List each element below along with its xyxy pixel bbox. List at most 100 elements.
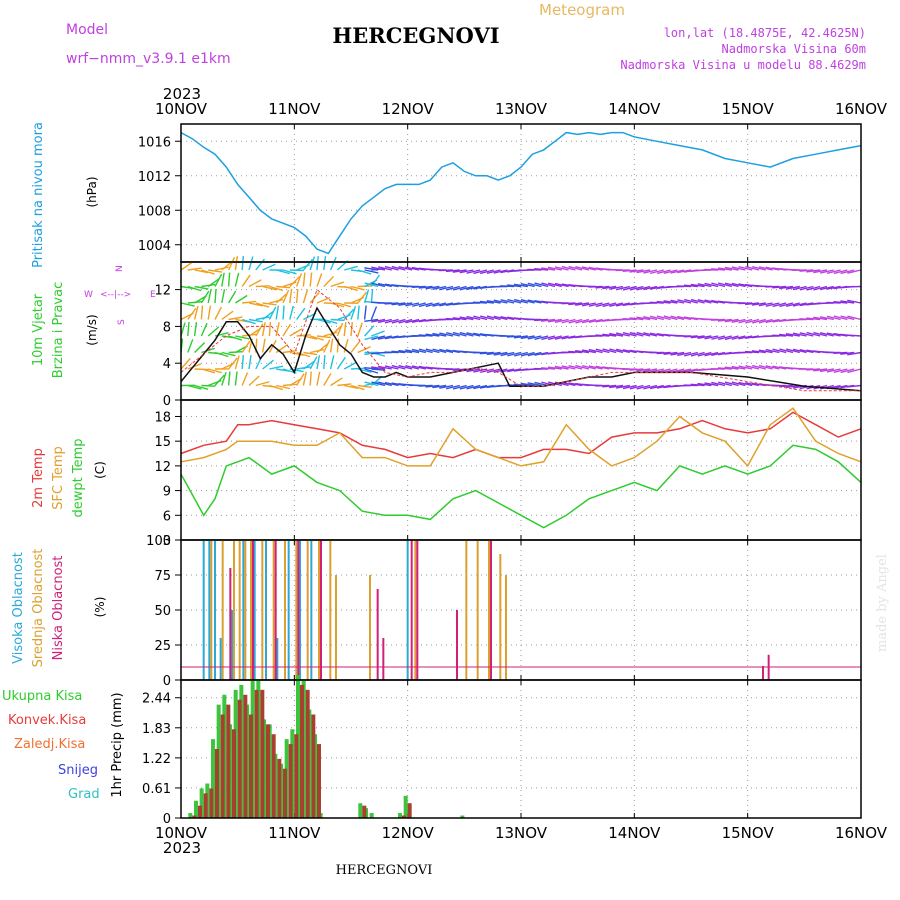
wind-arrow <box>514 298 528 304</box>
legend-konvek: Konvek.Kisa <box>8 713 86 728</box>
wind-arrow <box>568 318 583 324</box>
clouds-bar <box>231 610 233 680</box>
wind-arrow <box>779 302 794 308</box>
wind-arrow <box>473 368 488 373</box>
wind-arrow <box>840 300 855 304</box>
wind-arrow <box>609 332 624 337</box>
wind-arrow <box>568 350 583 354</box>
precip-bar <box>192 815 197 818</box>
wind-arrow <box>364 282 379 288</box>
wind-arrow <box>581 302 596 307</box>
wind-arrow <box>833 368 848 373</box>
wind-arrow <box>194 269 209 274</box>
clouds-bar <box>456 610 458 680</box>
wind-arrow <box>282 305 285 320</box>
legend-snijeg: Snijeg <box>58 763 98 778</box>
y-tick-label: 1.83 <box>142 722 171 737</box>
wind-arrow <box>738 335 753 340</box>
wind-arrow <box>425 333 440 337</box>
wind-arrow <box>459 285 474 291</box>
wind-arrow <box>193 305 199 320</box>
wind-arrow <box>384 381 399 387</box>
wind-arrow <box>609 348 624 354</box>
wind-arrow <box>534 381 549 387</box>
wind-arrow <box>629 269 644 273</box>
wind-arrow <box>208 368 222 374</box>
wind-arrow <box>704 282 719 288</box>
clouds-bar <box>476 540 479 680</box>
wind-arrow <box>602 384 617 388</box>
wind-arrow <box>500 315 515 321</box>
x-tick-label: 12NOV <box>382 824 435 842</box>
wind-arrow <box>582 364 596 370</box>
wind-arrow <box>786 302 800 308</box>
x-tick-label: 14NOV <box>608 824 661 842</box>
wind-arrow <box>391 318 406 324</box>
wind-arrow <box>261 338 266 353</box>
wind-arrow <box>758 266 773 271</box>
wind-arrow <box>310 348 325 354</box>
wind-arrow <box>527 282 542 288</box>
wind-arrow <box>432 332 447 337</box>
clouds-bar <box>499 554 502 680</box>
x-tick-label: 11NOV <box>268 100 321 118</box>
wind-arrow <box>330 325 342 337</box>
wind-arrow <box>344 285 358 292</box>
wind-arrow <box>758 318 773 324</box>
wind-arrow <box>813 316 828 321</box>
watermark: made by Angel <box>875 554 890 652</box>
wind-arrow <box>214 288 217 304</box>
wind-arrow <box>466 368 481 373</box>
wind-arrow <box>194 342 206 353</box>
wind-arrow <box>269 365 284 370</box>
wind-arrow <box>412 302 426 307</box>
wind-arrow <box>289 289 293 304</box>
wind-arrow <box>344 384 359 390</box>
y-tick-label: 2.44 <box>142 692 171 707</box>
wind-arrow <box>704 335 719 340</box>
clouds-bar <box>261 540 264 680</box>
wind-arrow <box>384 365 399 370</box>
wind-arrow <box>309 371 312 386</box>
wind-arrow <box>602 302 617 308</box>
wind-arrow <box>772 285 787 289</box>
clouds-bar <box>208 540 211 680</box>
wind-arrow <box>493 269 508 274</box>
svg-text:W: W <box>84 290 93 300</box>
wind-arrow <box>384 335 399 340</box>
wind-arrow <box>745 365 760 370</box>
wind-arrow <box>684 351 698 357</box>
wind-arrow <box>323 354 326 370</box>
y-tick-label: 0 <box>163 674 171 689</box>
wind-arrow <box>336 322 344 337</box>
wind-arrow <box>262 310 275 321</box>
wind-arrow <box>629 285 644 291</box>
wind-arrow <box>377 335 392 340</box>
precip-bar <box>362 805 367 818</box>
svg-text:E: E <box>150 290 156 300</box>
wind-arrow <box>221 289 226 304</box>
x-tick-label: 10NOV <box>155 100 208 118</box>
wind-arrow <box>302 371 307 386</box>
wind-arrow <box>486 300 501 304</box>
wind-arrow <box>731 318 746 323</box>
wind-arrow <box>262 359 274 370</box>
wind-arrow <box>439 348 454 354</box>
wind-arrow <box>643 368 658 373</box>
meteogram-label: Meteogram <box>539 1 625 19</box>
wind-arrow <box>200 290 210 304</box>
wind-arrow <box>384 302 399 305</box>
wind-arrow <box>506 335 522 338</box>
wind-arrow <box>650 315 664 321</box>
wind-arrow <box>527 299 542 304</box>
wind-arrow <box>752 265 766 271</box>
precip-bar <box>294 734 299 818</box>
wind-arrow <box>690 283 705 288</box>
wind-arrow <box>643 285 658 291</box>
wind-arrow <box>751 350 766 354</box>
wind-arrow <box>480 269 494 275</box>
wind-arrow <box>194 384 209 391</box>
wind-arrow <box>241 274 251 287</box>
pressure-ylabel: Pritisak na nivou mora <box>31 122 46 268</box>
wind-arrow <box>840 269 855 275</box>
